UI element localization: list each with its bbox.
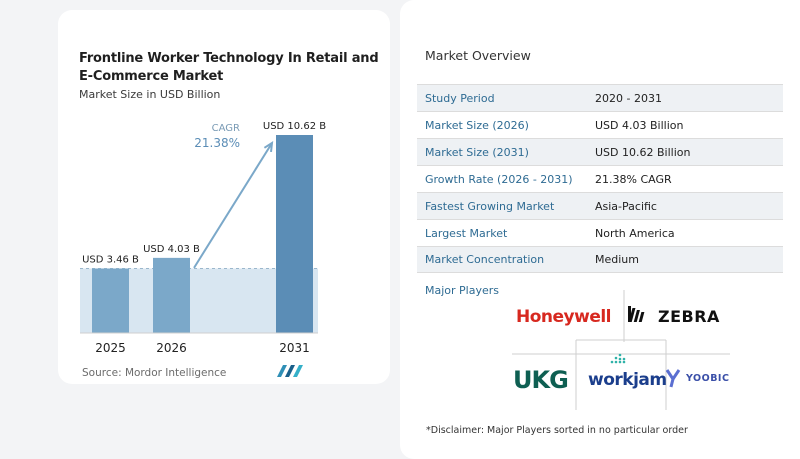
honeywell-logo: Honeywell <box>516 307 612 327</box>
overview-table: Study Period 2020 - 2031 Market Size (2026… <box>417 84 783 273</box>
bar-2031 <box>276 135 313 333</box>
overview-row: Fastest Growing Market Asia-Pacific <box>417 192 783 219</box>
data-label: USD 10.62 B <box>263 121 326 132</box>
overview-row-value: USD 4.03 Billion <box>595 118 684 132</box>
cagr-value: 21.38% <box>194 136 240 150</box>
bar-2025 <box>92 268 129 333</box>
overview-row: Market Size (2031) USD 10.62 Billion <box>417 138 783 165</box>
mordor-logo-icon <box>277 365 303 377</box>
overview-row-value: Asia-Pacific <box>595 199 657 213</box>
ukg-logo: UKG <box>513 366 569 394</box>
overview-card <box>400 0 800 459</box>
overview-row-value: 21.38% CAGR <box>595 172 672 186</box>
overview-row: Market Concentration Medium <box>417 246 783 273</box>
overview-row: Study Period 2020 - 2031 <box>417 84 783 111</box>
workjam-logo: workjam <box>588 370 667 390</box>
overview-title: Market Overview <box>425 48 531 63</box>
overview-row: Growth Rate (2026 - 2031) 21.38% CAGR <box>417 165 783 192</box>
bar-chart: USD 3.46 B 2025 USD 4.03 B 2026 USD 10.62 B 2… <box>80 121 326 355</box>
chart-title: Frontline Worker Technology In Retail an… <box>79 51 379 84</box>
cagr-label: CAGR <box>212 123 240 134</box>
overview-row: Market Size (2026) USD 4.03 Billion <box>417 111 783 138</box>
disclaimer: *Disclaimer: Major Players sorted in no … <box>426 425 688 436</box>
yoobic-logo: YOOBIC <box>686 373 730 384</box>
x-tick-label: 2025 <box>95 341 126 355</box>
overview-row-label: Fastest Growing Market <box>425 199 555 213</box>
source-note: Source: Mordor Intelligence <box>82 367 227 379</box>
overview-row-label: Market Size (2026) <box>425 118 529 132</box>
zebra-logo: ZEBRA <box>658 307 720 326</box>
overview-row-label: Growth Rate (2026 - 2031) <box>425 172 573 186</box>
players-title: Major Players <box>425 284 499 297</box>
overview-row: Largest Market North America <box>417 219 783 246</box>
overview-row-label: Study Period <box>425 91 495 105</box>
overview-row-value: USD 10.62 Billion <box>595 145 691 159</box>
overview-row-value: North America <box>595 226 675 240</box>
cagr-arrow <box>193 141 274 269</box>
data-label: USD 3.46 B <box>82 254 139 265</box>
overview-row-label: Market Concentration <box>425 253 545 266</box>
bar-2026 <box>153 257 190 333</box>
overview-row-value: 2020 - 2031 <box>595 91 662 105</box>
x-tick-label: 2031 <box>279 341 310 355</box>
chart-subtitle: Market Size in USD Billion <box>79 88 221 101</box>
x-tick-label: 2026 <box>156 341 187 355</box>
overview-row-label: Largest Market <box>425 226 508 240</box>
data-label: USD 4.03 B <box>143 244 200 255</box>
overview-row-value: Medium <box>595 253 639 266</box>
overview-row-label: Market Size (2031) <box>425 145 529 159</box>
